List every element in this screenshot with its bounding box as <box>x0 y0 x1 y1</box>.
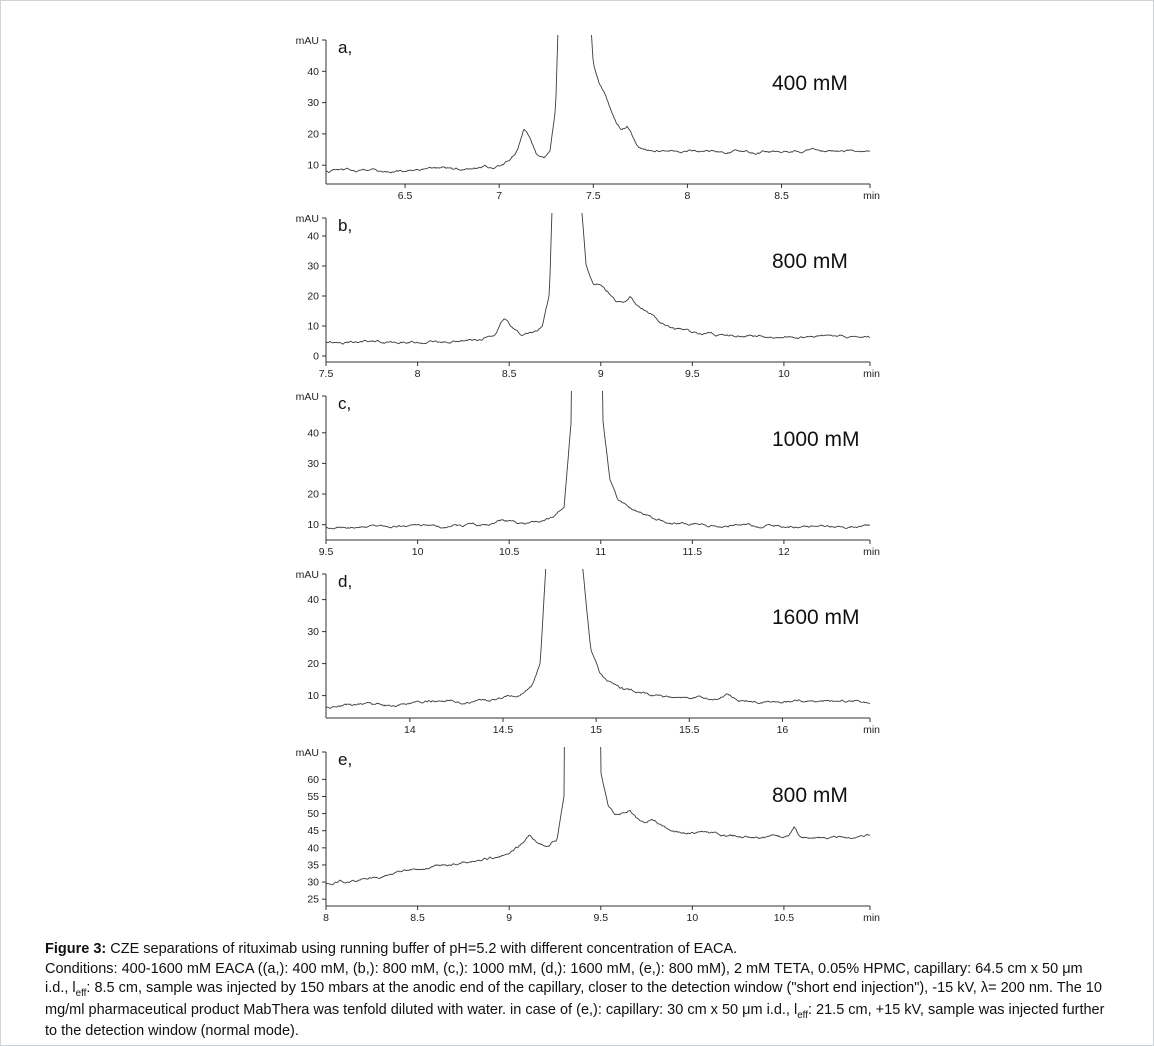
svg-text:50: 50 <box>307 808 319 820</box>
svg-text:30: 30 <box>307 97 319 109</box>
electropherogram-chart-b: mAU 0 10 20 30 40 7.5 8 8.5 9 9.5 10 min b, 800 mM <box>296 213 880 380</box>
svg-text:800 mM: 800 mM <box>772 784 848 807</box>
svg-text:8: 8 <box>415 368 421 380</box>
svg-text:d,: d, <box>338 572 352 591</box>
svg-text:400 mM: 400 mM <box>772 72 848 95</box>
svg-text:30: 30 <box>307 877 319 889</box>
electropherogram-chart-e: mAU 25 30 35 40 45 50 55 60 8 8.5 9 9.5 10 10.5 min e, 80… <box>296 747 880 924</box>
svg-text:15.5: 15.5 <box>679 724 700 736</box>
figure-caption-title-line: Figure 3: CZE separations of rituximab u… <box>45 940 1109 960</box>
subscript-eff-1: eff <box>75 988 87 1000</box>
svg-text:8: 8 <box>323 912 329 924</box>
svg-text:20: 20 <box>307 489 319 501</box>
svg-text:35: 35 <box>307 859 319 871</box>
svg-text:10.5: 10.5 <box>499 546 520 558</box>
svg-text:10: 10 <box>307 160 319 172</box>
svg-text:25: 25 <box>307 894 319 906</box>
svg-text:1600 mM: 1600 mM <box>772 606 860 629</box>
svg-text:a,: a, <box>338 38 352 57</box>
svg-text:min: min <box>863 368 880 380</box>
svg-text:15: 15 <box>590 724 602 736</box>
svg-text:6.5: 6.5 <box>398 190 413 202</box>
svg-text:40: 40 <box>307 66 319 78</box>
svg-text:8: 8 <box>684 190 690 202</box>
svg-text:7.5: 7.5 <box>586 190 601 202</box>
svg-text:e,: e, <box>338 750 352 769</box>
svg-text:14.5: 14.5 <box>493 724 514 736</box>
chart-panel-d: mAU 10 20 30 40 14 14.5 15 15.5 16 min d, 1600 mM <box>284 568 1153 744</box>
svg-text:7.5: 7.5 <box>319 368 334 380</box>
electropherogram-panels: mAU 10 20 30 40 6.5 7 7.5 8 8.5 min a, 400 mM mAU 0 10… <box>1 1 1153 932</box>
figure-caption-title: CZE separations of rituximab using runni… <box>110 941 738 957</box>
electropherogram-chart-c: mAU 10 20 30 40 9.5 10 10.5 11 11.5 12 min c, 1000 mM <box>296 391 880 558</box>
svg-text:40: 40 <box>307 842 319 854</box>
svg-text:14: 14 <box>404 724 416 736</box>
svg-text:11: 11 <box>595 546 606 558</box>
svg-text:b,: b, <box>338 216 352 235</box>
electropherogram-chart-d: mAU 10 20 30 40 14 14.5 15 15.5 16 min d, 1600 mM <box>296 569 880 736</box>
electropherogram-chart-a: mAU 10 20 30 40 6.5 7 7.5 8 8.5 min a, 400 mM <box>296 35 880 202</box>
svg-text:30: 30 <box>307 458 319 470</box>
chart-panel-e: mAU 25 30 35 40 45 50 55 60 8 8.5 9 9.5 10 10.5 min e, 80… <box>284 746 1153 932</box>
svg-text:min: min <box>863 912 880 924</box>
svg-text:9: 9 <box>598 368 604 380</box>
svg-text:40: 40 <box>307 594 319 606</box>
svg-text:11.5: 11.5 <box>682 546 702 558</box>
svg-text:9: 9 <box>506 912 512 924</box>
svg-text:1000 mM: 1000 mM <box>772 428 860 451</box>
svg-text:10: 10 <box>307 690 319 702</box>
svg-text:20: 20 <box>307 291 319 303</box>
svg-text:mAU: mAU <box>296 747 319 759</box>
svg-text:8.5: 8.5 <box>410 912 425 924</box>
svg-text:9.5: 9.5 <box>319 546 334 558</box>
subscript-eff-2: eff <box>797 1009 808 1021</box>
svg-text:10: 10 <box>307 519 319 531</box>
svg-text:30: 30 <box>307 626 319 638</box>
svg-text:mAU: mAU <box>296 213 319 225</box>
svg-text:8.5: 8.5 <box>774 190 789 202</box>
svg-text:9.5: 9.5 <box>593 912 608 924</box>
svg-text:60: 60 <box>307 774 319 786</box>
svg-text:mAU: mAU <box>296 569 319 581</box>
svg-text:7: 7 <box>496 190 502 202</box>
svg-text:30: 30 <box>307 261 319 273</box>
svg-text:10: 10 <box>307 321 319 333</box>
svg-text:8.5: 8.5 <box>502 368 517 380</box>
svg-text:10: 10 <box>686 912 698 924</box>
svg-text:16: 16 <box>777 724 789 736</box>
svg-text:20: 20 <box>307 128 319 140</box>
svg-text:mAU: mAU <box>296 35 319 47</box>
svg-text:20: 20 <box>307 658 319 670</box>
conditions-part-3: : 21.5 cm, +15 kV, sample was injected f… <box>45 1001 1105 1040</box>
svg-text:9.5: 9.5 <box>685 368 700 380</box>
figure-caption: Figure 3: CZE separations of rituximab u… <box>45 940 1109 1042</box>
svg-text:40: 40 <box>307 427 319 439</box>
figure-caption-label: Figure 3: <box>45 941 107 957</box>
svg-text:10: 10 <box>412 546 424 558</box>
svg-text:min: min <box>863 190 880 202</box>
svg-text:min: min <box>863 546 880 558</box>
chart-panel-a: mAU 10 20 30 40 6.5 7 7.5 8 8.5 min a, 400 mM <box>284 34 1153 210</box>
svg-text:10: 10 <box>778 368 790 380</box>
svg-text:c,: c, <box>338 394 351 413</box>
svg-text:mAU: mAU <box>296 391 319 403</box>
svg-text:800 mM: 800 mM <box>772 250 848 273</box>
conditions-part-2: : 8.5 cm, sample was injected by 150 mba… <box>45 980 1102 1018</box>
chart-panel-c: mAU 10 20 30 40 9.5 10 10.5 11 11.5 12 min c, 1000 mM <box>284 390 1153 566</box>
svg-text:10.5: 10.5 <box>774 912 795 924</box>
svg-text:40: 40 <box>307 231 319 243</box>
chart-panel-b: mAU 0 10 20 30 40 7.5 8 8.5 9 9.5 10 min b, 800 mM <box>284 212 1153 388</box>
svg-text:45: 45 <box>307 825 319 837</box>
svg-text:0: 0 <box>313 351 319 363</box>
svg-text:min: min <box>863 724 880 736</box>
svg-text:55: 55 <box>307 791 319 803</box>
svg-text:12: 12 <box>778 546 790 558</box>
conditions-part-1: Conditions: 400-1600 mM EACA ((a,): 400 … <box>45 960 1083 997</box>
figure-caption-conditions: Conditions: 400-1600 mM EACA ((a,): 400 … <box>45 960 1109 1042</box>
